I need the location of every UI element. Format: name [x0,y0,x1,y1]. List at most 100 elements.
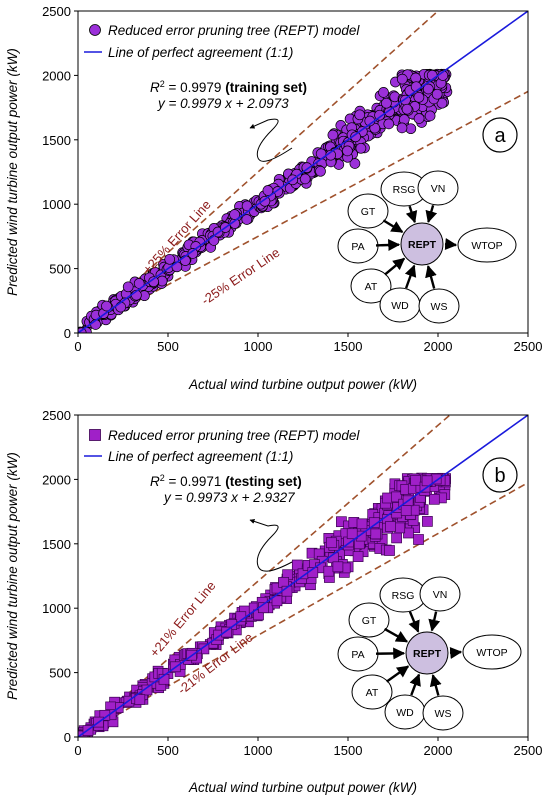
panel-a-data-point [327,129,339,141]
panel-a-diagram-center-label: REPT [408,239,437,251]
panel-a-data-point [187,248,199,259]
panel-a-x-tick-label: 500 [157,339,179,354]
panel-a-data-point [349,158,361,169]
panel-a-diagram-arrow [375,239,401,252]
panel-a-chart: 0 500 1000 1500 2000 2500 0 500 1000 1500 2000 2500… [5,4,542,392]
panel-b-diagram-arrow [409,673,421,696]
panel-a-data-point [436,97,448,109]
panel-a-data-point [413,113,425,124]
panel-b-data-point [291,559,303,571]
panel-b-diagram-input-label: GT [362,615,377,627]
panel-a-set-name: (training set) [225,80,307,95]
panel-a-x-tick-label: 1500 [334,339,363,354]
panel-a-data-point [354,109,366,121]
panel-a-data-point [259,195,271,207]
panel-a-model-diagram: GT RSG VN PA AT WD WS WTOP REPT [337,170,517,324]
panel-b-set-name: (testing set) [225,474,302,489]
panel-b-y-tick-label: 500 [49,666,71,681]
panel-b-data-point [384,545,395,556]
panel-a-data-point [315,165,326,177]
panel-b-data-point [99,709,111,721]
panel-a-data-point [401,103,413,115]
panel-a-data-point [299,173,311,185]
panel-a-diagram-arrow [425,265,437,289]
panel-b-diagram-input-node [422,695,464,731]
panel-a-r2-value: = 0.9979 [165,80,225,95]
panel-a-data-point [405,123,417,135]
panel-b-x-tick-label: 2000 [424,743,453,758]
panel-b-y-tick-label: 2000 [42,472,71,487]
panel-a-data-point [101,300,112,312]
panel-b-diagram-arrow [429,674,442,696]
panel-b-diagram-input-node [351,674,393,710]
panel-a-axis-ticks: 0 500 1000 1500 2000 2500 0 500 1000 1500 2000 2500 [42,4,542,354]
panel-b-r2-text: R2 = 0.9971 (testing set) [150,473,302,489]
panel-a-x-axis-title: Actual wind turbine output power (kW) [188,377,417,392]
panel-b-diagram-input-label: WS [435,708,452,720]
panel-a-y-tick-label: 1500 [42,133,71,148]
panel-b-x-tick-label: 1000 [244,743,273,758]
panel-a-diagram-arrow [425,204,438,224]
panel-b-diagram-arrow [384,627,409,643]
panel-b-data-point [413,534,424,545]
panel-b-legend-marker-scatter [89,429,101,441]
panel-b-r2-symbol: R [150,474,160,489]
panel-a-diagram-input-label: AT [365,281,378,293]
panel-a-data-point [122,281,134,293]
panel-a-data-point [342,145,353,157]
panel-a-data-point [396,122,408,134]
panel-a-lower-error-label: -25% Error Line [199,245,283,308]
panel-a-diagram-input-label: RSG [393,184,416,196]
panel-b-data-point [356,518,368,530]
panel-a-data-point [229,209,240,220]
panel-a-data-point [383,118,395,130]
panel-b-diagram-nodes: GT RSG VN PA AT WD WS WTOP REPT [337,576,522,731]
panel-b-error-line-upper [78,415,452,737]
panel-a-label-circle [482,117,518,153]
panel-a-data-point [396,73,408,85]
panel-b-y-tick-label: 0 [64,730,71,745]
panel-a-diagram-arrow [382,219,404,234]
panel-b-diagram-input-label: WD [396,707,414,719]
panel-a-one-to-one-line [78,11,528,333]
panel-b-r2-value: = 0.9971 [165,474,225,489]
panel-a-diagram-input-label: PA [351,241,364,253]
panel-b-model-diagram: GT RSG VN PA AT WD WS WTOP REPT [337,576,522,731]
panel-a-diagram-center-node [400,222,444,266]
panel-b-data-point [382,492,393,504]
panel-a-perfect-agreement-line [78,11,528,333]
panel-b-label: b [494,465,505,487]
panel-a-data-point [350,131,361,143]
panel-a-x-tick-label: 0 [74,339,81,354]
panel-a-diagram-input-label: VN [431,183,446,195]
panel-a-data-point [374,109,385,121]
panel-a-data-point [262,185,274,196]
panel-b-legend: Reduced error pruning tree (REPT) model … [84,428,360,464]
panel-a-data-point [413,91,425,103]
panel-b-data-point [422,516,433,527]
panel-b-data-point [391,532,402,544]
panel-b-x-axis-title: Actual wind turbine output power (kW) [188,780,417,795]
panel-a-data-point [431,88,443,100]
panel-a-diagram-output-node [457,227,517,263]
panel-a-diagram-arrow [404,264,417,289]
panel-a-y-tick-label: 1000 [42,197,71,212]
panel-b-diagram-center-node [405,631,449,675]
panel-b-data-point [332,561,344,573]
panel-a-diagram-input-node [417,170,459,206]
panel-b-data-point [385,521,396,532]
panel-a-diagram-input-label: WS [431,301,448,313]
panel-a-diagram-arrow [405,205,418,224]
panel-a-diagram-arrow [444,238,458,250]
panel-a-x-tick-label: 2500 [514,339,543,354]
panel-a-data-point [115,301,127,313]
panel-a-diagram-input-node [350,268,392,304]
panel-a-diagram-output-label: WTOP [471,240,502,252]
panel-a-x-tick-label: 1000 [244,339,273,354]
panel-b-diagram-center-label: REPT [413,648,442,660]
panel-b-x-tick-label: 1500 [334,743,363,758]
panel-b-y-axis-title: Predicted wind turbine output power (kW) [5,452,20,700]
panel-a-regression-equation: y = 0.9979 x + 2.0973 [157,96,289,111]
panel-a-diagram-input-node [418,288,460,324]
